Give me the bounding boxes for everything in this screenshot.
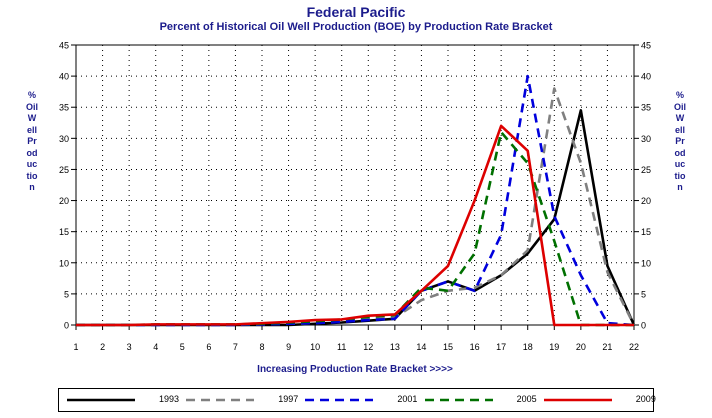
legend-swatch-2005: [424, 398, 493, 402]
legend-label-2001: 2001: [397, 394, 418, 404]
y-tick-label-left: 25: [59, 165, 69, 175]
x-tick-label: 9: [286, 342, 291, 352]
x-tick-label: 17: [496, 342, 506, 352]
x-tick-label: 5: [180, 342, 185, 352]
y-tick-label-right: 35: [641, 103, 651, 113]
y-tick-label-left: 45: [59, 41, 69, 51]
x-tick-label: 22: [629, 342, 639, 352]
y-tick-label-left: 5: [64, 289, 69, 299]
y-tick-label-left: 10: [59, 258, 69, 268]
x-tick-label: 7: [233, 342, 238, 352]
y-tick-label-right: 40: [641, 72, 651, 82]
y-axis-label-right: % Oil Well Production: [674, 90, 687, 192]
y-tick-label-left: 20: [59, 196, 69, 206]
legend-item-2005: 2005: [424, 389, 537, 411]
y-tick-label-right: 0: [641, 321, 646, 331]
y-tick-label-left: 35: [59, 103, 69, 113]
y-tick-label-left: 0: [64, 321, 69, 331]
x-tick-label: 6: [206, 342, 211, 352]
y-tick-label-right: 25: [641, 165, 651, 175]
y-axis-label-left: % Oil Well Production: [26, 90, 39, 192]
legend-swatch-1997: [186, 398, 255, 402]
x-tick-label: 18: [523, 342, 533, 352]
y-tick-label-left: 30: [59, 134, 69, 144]
x-tick-label: 14: [416, 342, 426, 352]
y-tick-label-right: 20: [641, 196, 651, 206]
x-tick-label: 10: [310, 342, 320, 352]
y-tick-label-left: 40: [59, 72, 69, 82]
x-tick-label: 4: [153, 342, 158, 352]
x-axis-label: Increasing Production Rate Bracket >>>>: [257, 364, 453, 375]
x-tick-label: 8: [259, 342, 264, 352]
legend-label-1997: 1997: [278, 394, 299, 404]
legend-item-1993: 1993: [67, 389, 180, 411]
x-tick-label: 15: [443, 342, 453, 352]
y-tick-label-right: 45: [641, 41, 651, 51]
y-tick-label-right: 10: [641, 258, 651, 268]
x-tick-label: 16: [470, 342, 480, 352]
x-tick-label: 12: [363, 342, 373, 352]
legend-label-1993: 1993: [159, 394, 180, 404]
legend-item-2001: 2001: [305, 389, 418, 411]
legend: 1993 1997 2001 2005 2009: [58, 388, 656, 412]
chart-subtitle: Percent of Historical Oil Well Productio…: [159, 21, 553, 33]
legend-label-2005: 2005: [516, 394, 537, 404]
y-tick-label-left: 15: [59, 227, 69, 237]
plot-frame: [75, 44, 635, 326]
x-tick-label: 13: [390, 342, 400, 352]
x-tick-label: 20: [576, 342, 586, 352]
y-tick-label-right: 30: [641, 134, 651, 144]
series-line-1997: [76, 87, 636, 327]
legend-item-1997: 1997: [186, 389, 299, 411]
x-tick-label: 1: [73, 342, 78, 352]
legend-swatch-2009: [543, 398, 612, 402]
legend-swatch-2001: [305, 398, 374, 402]
legend-swatch-1993: [67, 398, 135, 402]
legend-label-2009: 2009: [635, 394, 656, 404]
chart-title: Federal Pacific: [306, 4, 406, 20]
x-tick-label: 19: [549, 342, 559, 352]
x-tick-label: 2: [100, 342, 105, 352]
y-tick-label-right: 15: [641, 227, 651, 237]
series-line-2001: [76, 74, 635, 327]
series-line-2009: [76, 124, 634, 327]
x-tick-label: 3: [127, 342, 132, 352]
x-tick-label: 11: [337, 342, 346, 352]
legend-item-2009: 2009: [543, 389, 656, 411]
x-tick-label: 21: [602, 342, 612, 352]
y-tick-label-right: 5: [641, 289, 646, 299]
